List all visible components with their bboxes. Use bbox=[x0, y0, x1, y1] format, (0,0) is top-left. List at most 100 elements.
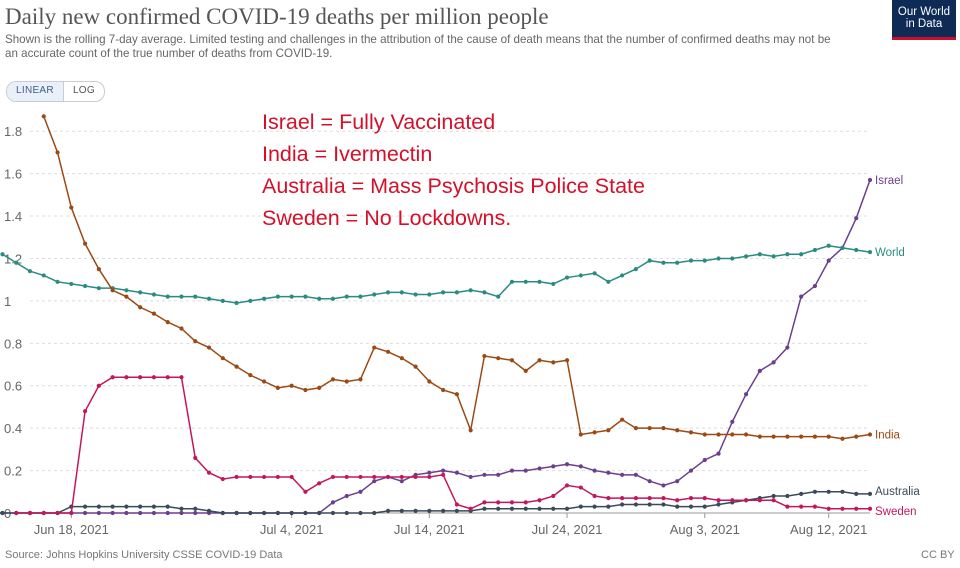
australia-series bbox=[0, 489, 873, 516]
logo-line-1: Our World bbox=[897, 6, 951, 18]
india-data-point bbox=[523, 368, 528, 373]
australia-data-point bbox=[275, 510, 280, 516]
sweden-data-point bbox=[372, 474, 377, 480]
world-data-point bbox=[358, 294, 363, 299]
australia-data-point bbox=[551, 506, 556, 511]
x-tick-label: Jul 4, 2021 bbox=[260, 522, 324, 537]
linear-scale-button[interactable]: LINEAR bbox=[7, 82, 64, 101]
israel-data-point bbox=[730, 419, 735, 424]
israel-data-point bbox=[496, 472, 501, 477]
australia-data-point bbox=[771, 493, 776, 499]
world-data-point bbox=[799, 252, 804, 257]
israel-data-point bbox=[344, 493, 349, 499]
world-data-point bbox=[688, 258, 694, 263]
sweden-data-point bbox=[344, 474, 349, 480]
australia-data-point bbox=[647, 502, 652, 507]
world-data-point bbox=[193, 294, 198, 299]
sweden-data-point bbox=[234, 474, 239, 480]
source-note[interactable]: Source: Johns Hopkins University CSSE CO… bbox=[5, 549, 283, 561]
sweden-data-point bbox=[551, 493, 556, 499]
sweden-data-point bbox=[179, 375, 184, 380]
world-data-point bbox=[840, 245, 845, 250]
world-data-point bbox=[743, 254, 749, 259]
sweden-data-point bbox=[812, 504, 818, 509]
india-data-point bbox=[702, 432, 707, 437]
india-data-point bbox=[385, 349, 391, 354]
y-tick-label: 0.8 bbox=[4, 336, 22, 351]
india-data-point bbox=[358, 377, 363, 382]
world-data-point bbox=[771, 254, 776, 259]
australia-label: Australia bbox=[875, 486, 920, 498]
india-data-point bbox=[812, 434, 818, 439]
india-data-point bbox=[854, 434, 859, 439]
world-data-point bbox=[441, 290, 446, 295]
world-data-point bbox=[757, 252, 762, 257]
australia-data-point bbox=[785, 493, 790, 499]
world-data-point bbox=[124, 288, 129, 293]
world-data-point bbox=[330, 296, 336, 301]
world-data-point bbox=[96, 286, 101, 291]
israel-data-point bbox=[151, 510, 157, 516]
y-tick-label: 0.6 bbox=[4, 379, 22, 394]
israel-data-point bbox=[578, 464, 583, 469]
india-data-point bbox=[743, 432, 749, 437]
australia-data-point bbox=[592, 504, 597, 509]
sweden-data-point bbox=[358, 474, 363, 480]
sweden-data-point bbox=[303, 489, 308, 494]
y-tick-label: 0.2 bbox=[4, 464, 22, 479]
owid-logo[interactable]: Our World in Data bbox=[892, 0, 956, 40]
israel-data-point bbox=[124, 510, 129, 516]
australia-data-point bbox=[812, 489, 818, 494]
india-data-point bbox=[151, 311, 157, 316]
israel-data-point bbox=[757, 368, 762, 373]
australia-line bbox=[0, 491, 870, 514]
sweden-data-point bbox=[523, 500, 528, 505]
world-data-point bbox=[551, 281, 556, 287]
australia-data-point bbox=[564, 506, 570, 511]
sweden-data-point bbox=[647, 496, 652, 501]
india-data-point bbox=[344, 379, 349, 384]
world-data-point bbox=[854, 247, 859, 253]
israel-data-point bbox=[647, 479, 652, 484]
sweden-data-point bbox=[592, 493, 597, 499]
y-tick-label: 0.4 bbox=[4, 421, 22, 436]
world-data-point bbox=[220, 298, 225, 303]
australia-data-point bbox=[509, 506, 515, 511]
australia-data-point bbox=[482, 506, 487, 511]
world-data-point bbox=[509, 279, 515, 284]
world-data-point bbox=[165, 294, 170, 299]
license-link[interactable]: CC BY bbox=[921, 549, 955, 561]
annotation-line: India = Ivermectin bbox=[262, 142, 433, 166]
israel-data-point bbox=[785, 345, 790, 350]
israel-data-point bbox=[799, 294, 804, 299]
australia-data-point bbox=[496, 506, 501, 511]
india-data-point bbox=[496, 356, 501, 361]
israel-data-point bbox=[675, 479, 680, 484]
sweden-data-point bbox=[867, 506, 873, 511]
sweden-data-point bbox=[537, 498, 542, 503]
israel-data-point bbox=[688, 468, 694, 473]
israel-data-point bbox=[330, 500, 336, 505]
india-data-point bbox=[454, 392, 459, 397]
world-data-point bbox=[633, 266, 639, 272]
sweden-data-point bbox=[138, 375, 143, 380]
x-tick-label: Aug 12, 2021 bbox=[790, 522, 867, 537]
australia-data-point bbox=[661, 502, 666, 507]
world-label: World bbox=[875, 247, 905, 259]
israel-data-point bbox=[523, 468, 528, 473]
world-data-point bbox=[826, 243, 831, 248]
x-axis: Jun 18, 2021 Jul 4, 2021 Jul 14, 2021 Jul 2… bbox=[34, 513, 867, 537]
australia-data-point bbox=[289, 510, 294, 516]
israel-data-point bbox=[427, 470, 432, 475]
x-tick-label: Jun 18, 2021 bbox=[34, 522, 109, 537]
sweden-data-point bbox=[702, 496, 707, 501]
israel-data-point bbox=[138, 510, 143, 516]
india-data-point bbox=[234, 364, 239, 369]
israel-data-point bbox=[399, 479, 404, 484]
australia-data-point bbox=[179, 506, 184, 511]
sweden-data-point bbox=[206, 470, 212, 475]
india-data-point bbox=[578, 432, 583, 437]
world-data-point bbox=[606, 279, 611, 284]
annotation-line: Australia = Mass Psychosis Police State bbox=[262, 174, 645, 198]
log-scale-button[interactable]: LOG bbox=[72, 85, 95, 96]
